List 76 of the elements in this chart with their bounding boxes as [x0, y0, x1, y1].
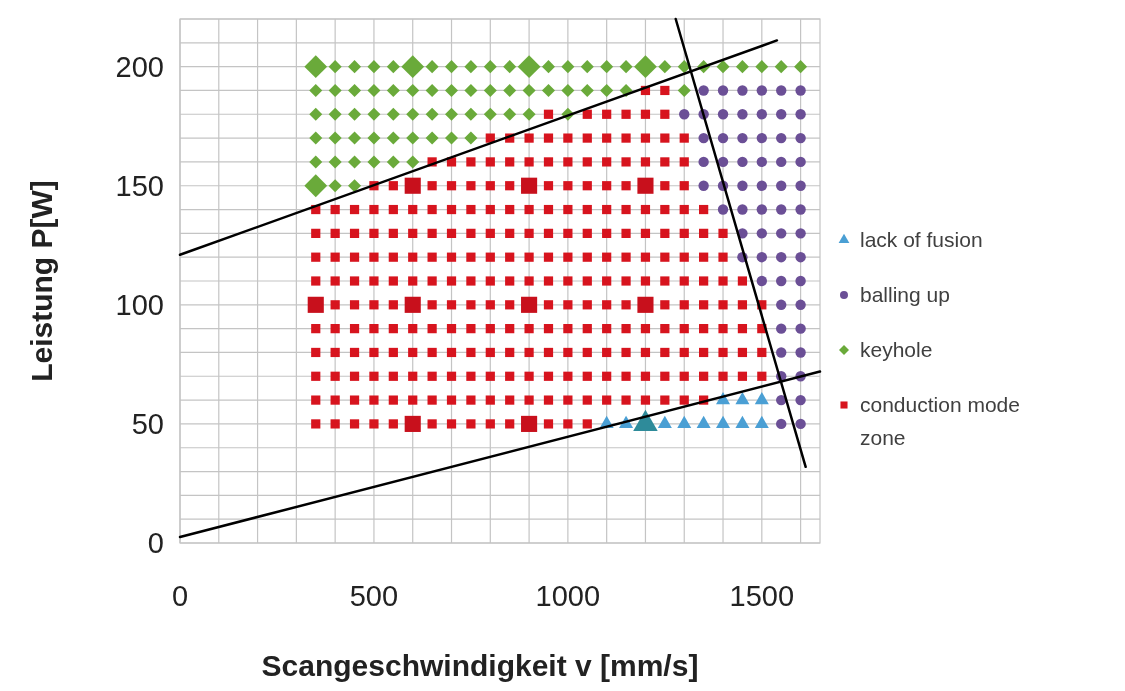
point: [698, 156, 709, 168]
x-tick-label: 0: [171, 580, 189, 612]
point: [737, 204, 748, 215]
y-tick-label: 150: [115, 169, 164, 202]
point: [795, 275, 806, 287]
point: [776, 299, 787, 311]
point: [776, 275, 787, 287]
point: [696, 415, 711, 428]
point: [795, 394, 806, 406]
y-axis-title: Leistung P[W]: [25, 180, 58, 382]
point: [776, 347, 787, 358]
point: [735, 392, 750, 405]
point: [717, 109, 729, 120]
point: [795, 132, 806, 144]
point: [717, 132, 729, 144]
legend-label: conduction mode zone: [860, 393, 1020, 449]
point: [795, 418, 806, 430]
point: [756, 109, 768, 120]
point: [737, 132, 748, 144]
point: [776, 228, 787, 239]
x-tick-label: 1500: [729, 580, 795, 612]
point: [717, 204, 729, 215]
point: [776, 251, 787, 263]
point: [756, 204, 768, 215]
point: [698, 85, 709, 96]
point: [795, 228, 806, 239]
point: [776, 180, 787, 191]
point: [737, 109, 748, 120]
x-tick-label: 1000: [535, 580, 601, 612]
point: [756, 85, 768, 96]
point: [776, 204, 787, 215]
point: [737, 180, 748, 191]
point: [795, 323, 806, 334]
point: [756, 251, 768, 263]
point: [737, 85, 748, 96]
point: [795, 347, 806, 358]
point: [776, 156, 787, 168]
point: [756, 156, 768, 168]
point: [776, 323, 787, 334]
point: [657, 415, 672, 428]
point: [737, 156, 748, 168]
point: [776, 109, 787, 120]
point: [795, 156, 806, 168]
point: [698, 132, 709, 144]
point: [735, 415, 750, 428]
point: [776, 418, 787, 430]
point: [795, 109, 806, 120]
point: [754, 392, 769, 405]
point: [756, 275, 768, 287]
legend-label: keyhole: [860, 338, 933, 361]
point: [717, 85, 729, 96]
y-tick-label: 100: [115, 288, 164, 321]
point: [795, 251, 806, 263]
x-axis-title: Scangeschwindigkeit v [mm/s]: [261, 649, 699, 682]
x-tick-label: 500: [349, 580, 399, 612]
y-tick-label: 0: [147, 527, 164, 559]
y-tick-label: 50: [131, 407, 164, 440]
point: [795, 204, 806, 215]
point: [776, 394, 787, 406]
y-tick-label: 200: [115, 50, 164, 83]
point: [698, 180, 709, 191]
point: [717, 156, 729, 168]
point: [679, 109, 690, 120]
point: [716, 415, 731, 428]
point: [756, 132, 768, 144]
point: [795, 180, 806, 191]
point: [795, 85, 806, 96]
legend-label: lack of fusion: [860, 228, 983, 251]
point: [776, 132, 787, 144]
legend-label: balling up: [860, 283, 950, 306]
point: [795, 299, 806, 311]
point: [776, 85, 787, 96]
point: [677, 415, 692, 428]
point: [754, 415, 769, 428]
point: [756, 180, 768, 191]
point: [756, 228, 768, 239]
